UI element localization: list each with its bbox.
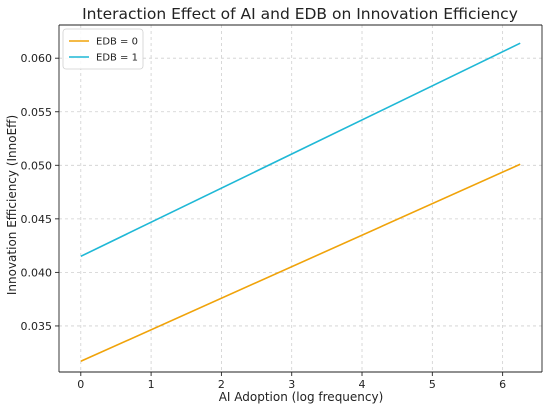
legend: EDB = 0 EDB = 1 — [62, 28, 144, 70]
legend-entry: EDB = 0 — [96, 37, 138, 48]
grid — [59, 25, 542, 372]
x-tick-label: 5 — [429, 378, 436, 391]
y-tick-label: 0.045 — [21, 213, 53, 226]
series-line-1 — [80, 42, 521, 258]
chart-title: Interaction Effect of AI and EDB on Inno… — [82, 5, 518, 23]
x-tick-label: 3 — [288, 378, 295, 391]
x-tick-label: 0 — [77, 378, 84, 391]
tick-labels: 0 1 2 3 4 5 6 0.035 0.040 0.045 0.050 0.055 0.060 — [21, 52, 507, 391]
axes — [58, 24, 543, 373]
x-tick-label: 1 — [148, 378, 155, 391]
y-axis-label: Innovation Efficiency (InnoEff) — [5, 115, 19, 295]
x-tick-label: 6 — [499, 378, 506, 391]
y-tick-label: 0.040 — [21, 266, 53, 279]
x-axis-label: AI Adoption (log frequency) — [219, 390, 384, 404]
series-line-0 — [80, 163, 521, 363]
legend-box — [62, 28, 144, 70]
y-tick-label: 0.050 — [21, 159, 53, 172]
x-tick-label: 2 — [218, 378, 225, 391]
y-tick-label: 0.035 — [21, 320, 53, 333]
y-tick-label: 0.055 — [21, 106, 53, 119]
x-tick-label: 4 — [359, 378, 366, 391]
legend-entry: EDB = 1 — [96, 53, 138, 64]
series — [80, 42, 521, 363]
y-tick-label: 0.060 — [21, 52, 53, 65]
